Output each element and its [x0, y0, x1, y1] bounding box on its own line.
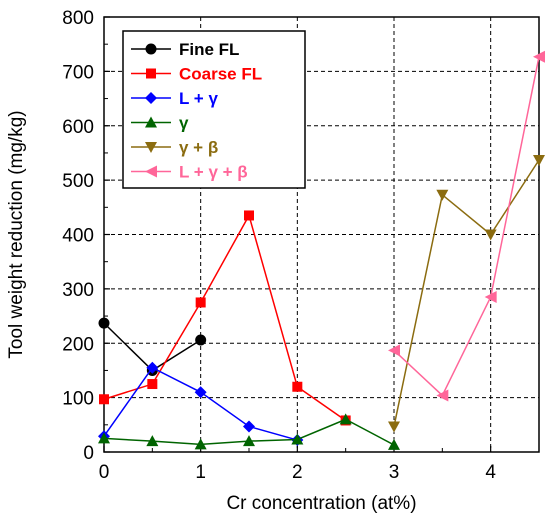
legend-label: L + γ + β	[179, 163, 248, 182]
x-tick-label: 4	[485, 462, 496, 483]
data-point	[533, 155, 545, 167]
legend-label: Coarse FL	[179, 65, 262, 84]
legend-item: γ	[131, 114, 189, 133]
data-point	[388, 438, 400, 450]
data-point	[146, 361, 159, 374]
data-point	[484, 229, 497, 241]
y-tick-label: 200	[62, 334, 94, 355]
legend-item: L + γ + β	[131, 163, 248, 182]
series-5	[388, 155, 545, 433]
data-point	[388, 421, 400, 433]
series-6	[388, 50, 545, 402]
data-point	[146, 435, 159, 447]
data-point	[292, 381, 303, 392]
data-point	[145, 142, 157, 153]
series-line	[393, 159, 540, 427]
legend-label: γ	[179, 114, 189, 133]
y-tick-label: 400	[62, 226, 94, 247]
data-point	[145, 43, 157, 55]
legend-label: Fine FL	[179, 40, 239, 59]
data-point	[436, 189, 449, 201]
data-point	[243, 420, 255, 433]
data-point	[98, 317, 110, 329]
data-point	[99, 394, 109, 405]
y-tick-label: 500	[62, 171, 94, 192]
y-tick-label: 0	[83, 443, 94, 464]
data-point	[243, 435, 255, 447]
data-point	[436, 389, 449, 402]
y-tick-label: 600	[62, 117, 94, 138]
legend: Fine FL Coarse FL L + γ γ γ + β L + γ + β	[122, 30, 306, 189]
data-point	[195, 334, 207, 346]
x-axis-title: Cr concentration (at%)	[226, 493, 416, 514]
data-point	[339, 413, 352, 425]
y-tick-label: 700	[62, 62, 94, 83]
x-tick-label: 0	[99, 462, 110, 483]
legend-label: γ + β	[179, 138, 218, 157]
x-tick-label: 3	[389, 462, 400, 483]
y-tick-label: 800	[62, 8, 94, 29]
data-point	[291, 433, 304, 445]
axes: 0 1 2 3 4 0 100 200 300 400 500 600 700 800	[62, 8, 540, 483]
series-line	[393, 56, 540, 397]
legend-item: Fine FL	[131, 40, 239, 59]
data-point	[98, 432, 110, 444]
data-point	[145, 116, 157, 128]
series-4	[98, 413, 400, 450]
data-point	[147, 379, 158, 390]
series-line	[103, 213, 347, 422]
legend-label: L + γ	[179, 89, 218, 108]
x-tick-label: 1	[195, 462, 206, 483]
data-point	[484, 291, 497, 304]
series-group	[98, 50, 545, 450]
data-point	[194, 438, 207, 450]
x-tick-label: 2	[292, 462, 303, 483]
y-tick-label: 100	[62, 389, 94, 410]
y-axis-title: Tool weight reduction (mg/kg)	[6, 110, 27, 358]
legend-box	[122, 30, 306, 189]
data-point	[388, 344, 400, 357]
data-point	[244, 210, 254, 221]
data-point	[533, 50, 545, 63]
data-point	[195, 297, 206, 308]
y-tick-label: 300	[62, 280, 94, 301]
legend-item: γ + β	[131, 138, 218, 157]
data-point	[194, 386, 207, 399]
legend-item: L + γ	[131, 89, 218, 108]
legend-item: Coarse FL	[131, 65, 262, 84]
data-point	[146, 68, 156, 79]
data-point	[145, 165, 157, 178]
data-point	[145, 92, 157, 104]
